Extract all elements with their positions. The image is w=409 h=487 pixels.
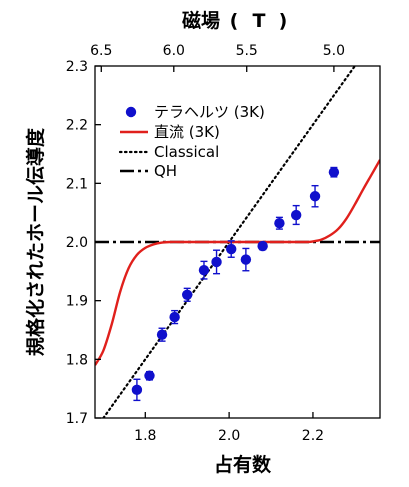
legend-qh-label: QH (154, 162, 177, 180)
terahertz-point (211, 256, 222, 268)
terahertz-point (156, 329, 168, 340)
legend-dc-label: 直流 (3K) (154, 123, 220, 141)
terahertz-point (290, 209, 302, 221)
top-axis-title-close-paren: ) (279, 10, 288, 32)
terahertz-point (198, 264, 210, 276)
x-tick-label: 2.0 (218, 428, 240, 444)
terahertz-point (131, 384, 143, 396)
top-axis-title-unit: T (253, 10, 266, 32)
x-axis-title: 占有数 (214, 453, 272, 476)
y-tick-label: 1.8 (66, 352, 88, 368)
y-tick-label: 1.7 (66, 411, 88, 427)
top-tick-label: 6.0 (163, 43, 185, 59)
dc-curve (95, 159, 380, 366)
terahertz-point (274, 218, 285, 229)
terahertz-point (144, 370, 155, 381)
left-axis: 1.7 1.8 1.9 2.0 2.1 2.2 2.3 (66, 59, 101, 427)
y-tick-label: 2.0 (66, 235, 88, 251)
legend-terahertz-marker (125, 106, 137, 118)
y-tick-label: 2.2 (66, 118, 88, 134)
x-tick-label: 2.2 (302, 428, 324, 444)
terahertz-point (240, 254, 252, 265)
y-axis-title: 規格化されたホール伝導度 (24, 127, 47, 356)
terahertz-point (182, 289, 193, 300)
top-axis: 6.5 6.0 5.5 5.0 (90, 43, 345, 72)
top-axis-title-open-paren: ( (230, 10, 239, 32)
legend-terahertz-label: テラヘルツ (3K) (154, 103, 265, 121)
top-tick-label: 5.5 (236, 43, 258, 59)
top-tick-label: 5.0 (323, 43, 345, 59)
x-tick-label: 1.8 (134, 428, 156, 444)
legend: テラヘルツ (3K) 直流 (3K) Classical QH (118, 103, 265, 180)
legend-classical-label: Classical (154, 143, 219, 161)
top-axis-title: 磁場 ( T ) (182, 9, 287, 32)
bottom-axis: 1.8 2.0 2.2 (134, 412, 324, 444)
y-tick-label: 2.3 (66, 59, 88, 75)
terahertz-point (169, 311, 180, 323)
terahertz-point (328, 166, 340, 178)
y-tick-label: 1.9 (66, 294, 88, 310)
terahertz-point (309, 191, 321, 202)
terahertz-points (131, 166, 340, 402)
y-tick-label: 2.1 (66, 176, 88, 192)
top-axis-title-text: 磁場 (182, 9, 220, 32)
terahertz-point (257, 240, 268, 252)
terahertz-point (226, 243, 237, 255)
plot-area: 1.8 2.0 2.2 1.7 1.8 1.9 2.0 2.1 2.2 2.3 6.5 6.0 5.… (66, 43, 381, 444)
top-tick-label: 6.5 (90, 43, 112, 59)
